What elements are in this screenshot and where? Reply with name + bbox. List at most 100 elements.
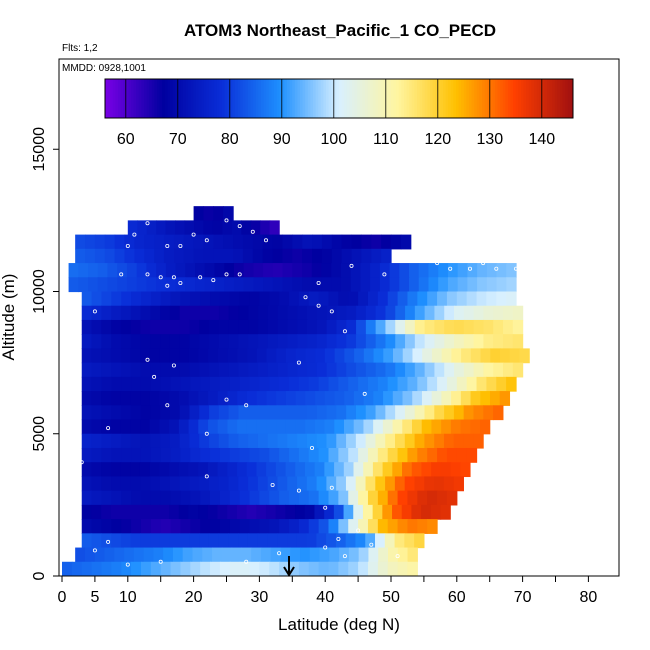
heatmap-cell: [169, 419, 180, 435]
heatmap-cell: [160, 362, 171, 378]
heatmap-cell: [217, 504, 228, 520]
heatmap-cell: [179, 405, 191, 421]
heatmap-cell: [287, 533, 298, 549]
heatmap-cell: [463, 433, 474, 449]
heatmap-cell: [397, 519, 409, 534]
heatmap-cell: [440, 462, 452, 478]
heatmap-cell: [114, 248, 126, 264]
colorbar-cell: [167, 79, 171, 118]
heatmap-cell: [385, 362, 396, 378]
heatmap-cell: [111, 447, 122, 463]
heatmap-cell: [209, 319, 220, 335]
colorbar-tick-label: 80: [221, 131, 239, 148]
heatmap-cell: [345, 476, 357, 492]
heatmap-cell: [140, 433, 151, 449]
heatmap-cell: [473, 433, 484, 449]
heatmap-cell: [179, 319, 191, 335]
colorbar-cell: [250, 79, 254, 118]
heatmap-cell: [229, 490, 241, 506]
heatmap-cell: [75, 547, 86, 563]
y-tick-label: 0: [31, 571, 48, 580]
heatmap-cell: [117, 263, 128, 278]
colorbar-cell: [375, 79, 379, 118]
heatmap-cell: [414, 362, 426, 378]
sample-point: [336, 537, 341, 542]
heatmap-cell: [140, 476, 151, 492]
sample-point: [198, 275, 203, 280]
heatmap-cell: [189, 362, 200, 378]
sample-point: [224, 397, 229, 402]
colorbar-cell: [570, 79, 574, 118]
heatmap-cell: [120, 305, 132, 321]
heatmap-cell: [101, 348, 112, 364]
heatmap-cell: [150, 490, 162, 506]
heatmap-cell: [316, 433, 328, 449]
colorbar-cell: [508, 79, 512, 118]
colorbar-cell: [172, 79, 176, 118]
colorbar-cell: [372, 79, 376, 118]
sample-point: [145, 221, 150, 226]
heatmap-cell: [188, 504, 199, 520]
sample-point: [263, 238, 268, 243]
heatmap-cell: [402, 419, 413, 435]
heatmap-cell: [111, 533, 122, 549]
heatmap-cell: [160, 305, 171, 321]
heatmap-cell: [188, 462, 199, 478]
sample-point: [514, 266, 519, 271]
heatmap-cell: [306, 476, 318, 492]
heatmap-cell: [463, 362, 475, 378]
heatmap-cell: [391, 234, 402, 250]
heatmap-cell: [179, 533, 190, 549]
heatmap-cell: [241, 220, 252, 236]
colorbar-cell: [541, 79, 545, 118]
colorbar-tick-label: 90: [273, 131, 291, 148]
heatmap-cell: [263, 263, 274, 278]
heatmap-cell: [411, 419, 423, 435]
colorbar-cell: [141, 79, 145, 118]
heatmap-cell: [160, 376, 172, 392]
heatmap-cell: [91, 348, 102, 364]
heatmap-cell: [276, 391, 287, 406]
heatmap-cell: [101, 305, 112, 321]
heatmap-cell: [407, 447, 418, 463]
heatmap-cell: [280, 547, 291, 563]
heatmap-cell: [363, 348, 375, 364]
heatmap-cell: [331, 248, 343, 264]
heatmap-cell: [431, 391, 442, 406]
sample-point: [448, 266, 453, 271]
heatmap-cell: [104, 248, 116, 264]
x-tick-label: 10: [119, 589, 137, 606]
heatmap-cell: [212, 547, 223, 563]
heatmap-cell: [190, 490, 201, 506]
heatmap-cell: [453, 476, 464, 492]
heatmap-cell: [239, 376, 251, 392]
heatmap-cell: [277, 433, 288, 449]
heatmap-cell: [85, 234, 96, 250]
colorbar-cell: [289, 79, 293, 118]
heatmap-cell: [279, 291, 290, 307]
heatmap-cell: [209, 405, 220, 421]
heatmap-cell: [110, 504, 122, 520]
heatmap-cell: [377, 291, 389, 307]
colorbar-cell: [458, 79, 462, 118]
sample-point: [178, 280, 183, 285]
heatmap-cell: [140, 561, 152, 576]
heatmap-cell: [318, 561, 330, 576]
colorbar-cell: [479, 79, 483, 118]
heatmap-cell: [246, 504, 257, 520]
heatmap-cell: [169, 362, 181, 378]
heatmap-cell: [368, 547, 379, 563]
heatmap-cell: [140, 419, 151, 435]
heatmap-cell: [269, 376, 280, 392]
heatmap-cell: [110, 462, 122, 478]
colorbar-cell: [445, 79, 449, 118]
heatmap-cell: [199, 476, 210, 492]
colorbar-cell: [471, 79, 475, 118]
heatmap-cell: [338, 291, 349, 307]
heatmap-cell: [159, 391, 170, 406]
heatmap-cell: [367, 519, 379, 534]
heatmap-cell: [81, 533, 93, 549]
colorbar-cell: [385, 79, 389, 118]
colorbar-cell: [378, 79, 382, 118]
heatmap-cell: [328, 519, 339, 534]
